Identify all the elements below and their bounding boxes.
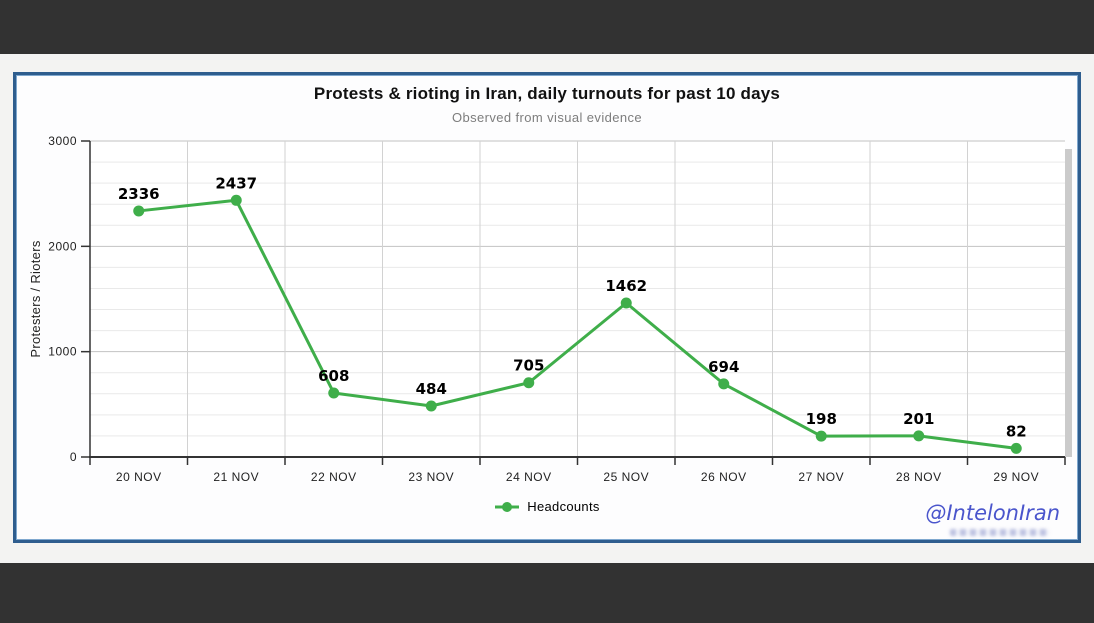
data-point[interactable]: [913, 430, 925, 442]
data-point[interactable]: [328, 387, 340, 399]
bottom-letterbox-bar: [0, 563, 1094, 623]
y-tick-label: 2000: [48, 239, 77, 253]
x-tick-label: 21 NOV: [213, 470, 259, 484]
chart-canvas[interactable]: 0 1000 2000 3000 20 NOV 21 NOV 22 NOV 23 NOV 24 …: [16, 75, 1078, 495]
data-point[interactable]: [230, 194, 242, 206]
legend-marker-icon: [495, 501, 520, 512]
data-label: 2437: [215, 174, 257, 192]
data-label: 694: [708, 358, 739, 376]
data-point[interactable]: [523, 377, 535, 389]
chart-panel: Protests & rioting in Iran, daily turnou…: [13, 72, 1081, 543]
x-tick-label: 26 NOV: [701, 470, 747, 484]
data-label: 1462: [605, 277, 647, 295]
legend-label: Headcounts: [527, 499, 600, 514]
legend[interactable]: Headcounts: [16, 499, 1078, 514]
x-tick-label: 28 NOV: [896, 470, 942, 484]
data-point[interactable]: [815, 430, 827, 442]
data-label: 705: [513, 357, 544, 375]
x-tick-label: 20 NOV: [116, 470, 162, 484]
watermark-handle: @IntelonIran: [925, 501, 1060, 525]
plot-shadow: [1065, 149, 1072, 457]
data-label: 198: [806, 410, 837, 428]
top-letterbox-bar: [0, 0, 1094, 54]
data-point[interactable]: [718, 378, 730, 390]
y-tick-label: 3000: [48, 134, 77, 148]
data-point[interactable]: [620, 297, 632, 309]
chart-subtitle: Observed from visual evidence: [451, 110, 643, 125]
chart-title: Protests & rioting in Iran, daily turnou…: [313, 84, 781, 103]
data-point[interactable]: [133, 205, 145, 217]
y-tick-label: 0: [70, 450, 77, 464]
x-tick-label: 22 NOV: [311, 470, 357, 484]
blurred-text: [950, 529, 1050, 536]
data-label: 82: [1006, 422, 1027, 440]
x-tick-label: 25 NOV: [603, 470, 649, 484]
x-tick-label: 29 NOV: [993, 470, 1039, 484]
data-label: 608: [318, 367, 349, 385]
x-tick-label: 24 NOV: [506, 470, 552, 484]
data-point[interactable]: [1010, 442, 1022, 454]
x-tick-label: 27 NOV: [798, 470, 844, 484]
data-label: 201: [903, 410, 934, 428]
data-label: 484: [416, 380, 447, 398]
y-tick-label: 1000: [48, 345, 77, 359]
x-tick-label: 23 NOV: [408, 470, 454, 484]
data-label: 2336: [118, 185, 160, 203]
y-axis-title: Protesters / Rioters: [28, 240, 43, 357]
data-point[interactable]: [425, 400, 437, 412]
series-line: [137, 198, 1018, 450]
